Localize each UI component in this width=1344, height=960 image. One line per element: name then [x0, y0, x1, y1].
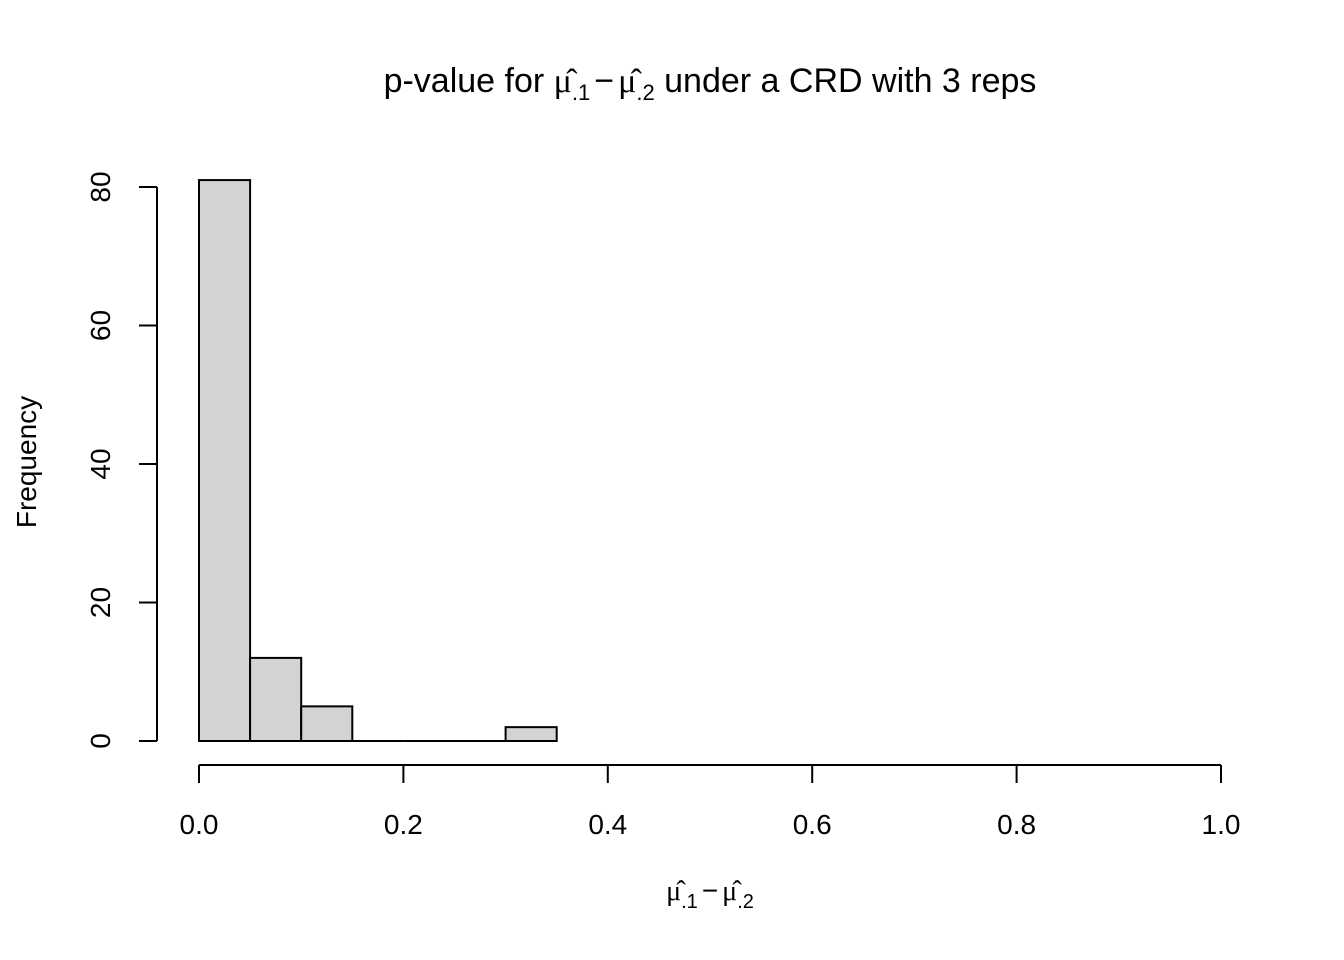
x-tick-label-2: 0.4: [588, 809, 627, 840]
y-tick-label-3: 60: [85, 310, 116, 341]
histogram-bar-1: [249, 656, 303, 743]
x-axis-label-minus: −: [702, 875, 718, 906]
x-tick-label-3: 0.6: [793, 809, 832, 840]
y-tick-label-4: 80: [85, 171, 116, 202]
chart-title-term2-sub: .2: [636, 80, 654, 105]
x-tick-label-0: 0.0: [180, 809, 219, 840]
x-tick-label-1: 0.2: [384, 809, 423, 840]
y-tick-label-1: 20: [85, 587, 116, 618]
x-axis: 0.0 0.2 0.4 0.6 0.8 1.0: [180, 764, 1241, 840]
x-axis-label-term1-symbol: μ̂: [666, 876, 686, 907]
x-tick-label-4: 0.8: [997, 809, 1036, 840]
x-tick-label-5: 1.0: [1202, 809, 1241, 840]
y-axis: 0 20 40 60 80: [85, 171, 158, 749]
histogram-bar-2: [300, 705, 354, 742]
x-axis-label-term2-symbol: μ̂: [722, 876, 742, 907]
y-axis-label: Frequency: [11, 396, 42, 528]
chart-title: p-value for μ̂.1− μ̂.2 under a CRD with 3…: [384, 62, 1037, 105]
chart-title-suffix: under a CRD with 3 reps: [655, 62, 1037, 100]
x-axis-label-term2-sub: .2: [737, 891, 754, 913]
chart-title-term1-sub: .1: [572, 80, 590, 105]
histogram-bar-6: [504, 726, 558, 743]
x-axis-label-term1-sub: .1: [681, 891, 698, 913]
chart-title-minus: −: [594, 62, 614, 100]
x-axis-label: μ̂.1− μ̂.2: [666, 875, 754, 913]
chart-title-prefix: p-value for: [384, 62, 554, 100]
histogram-bar-0: [198, 179, 252, 742]
histogram-bars: [198, 179, 558, 743]
y-tick-label-2: 40: [85, 448, 116, 479]
y-tick-label-0: 0: [85, 733, 116, 749]
